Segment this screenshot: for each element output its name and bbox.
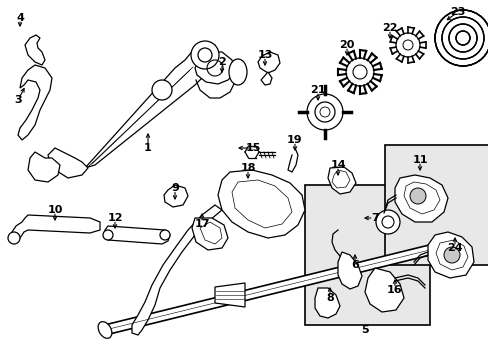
- Polygon shape: [314, 288, 339, 318]
- Text: 10: 10: [47, 205, 62, 215]
- Text: 8: 8: [325, 293, 333, 303]
- Text: 14: 14: [329, 160, 345, 170]
- Polygon shape: [427, 232, 473, 278]
- Polygon shape: [192, 218, 227, 250]
- Text: 13: 13: [257, 50, 272, 60]
- Polygon shape: [337, 252, 361, 289]
- Polygon shape: [403, 182, 439, 214]
- Text: 11: 11: [411, 155, 427, 165]
- Text: 4: 4: [16, 13, 24, 23]
- Text: 6: 6: [350, 260, 358, 270]
- Polygon shape: [327, 167, 355, 194]
- Circle shape: [409, 188, 425, 204]
- Text: 7: 7: [370, 213, 378, 223]
- Polygon shape: [435, 240, 467, 270]
- Polygon shape: [103, 240, 450, 335]
- Text: 23: 23: [449, 7, 465, 17]
- Text: 18: 18: [240, 163, 255, 173]
- Circle shape: [152, 80, 172, 100]
- Polygon shape: [215, 283, 244, 307]
- Polygon shape: [105, 226, 170, 244]
- Polygon shape: [331, 170, 349, 188]
- Circle shape: [395, 33, 419, 57]
- Polygon shape: [200, 222, 222, 244]
- Polygon shape: [163, 185, 187, 207]
- Polygon shape: [258, 52, 280, 73]
- Text: 20: 20: [339, 40, 354, 50]
- Polygon shape: [364, 268, 403, 312]
- Polygon shape: [48, 148, 88, 178]
- Text: 12: 12: [107, 213, 122, 223]
- Circle shape: [434, 10, 488, 66]
- Bar: [305, 185, 429, 325]
- Polygon shape: [28, 152, 60, 182]
- Text: 9: 9: [171, 183, 179, 193]
- Circle shape: [443, 247, 459, 263]
- Polygon shape: [132, 205, 222, 335]
- Ellipse shape: [98, 321, 112, 338]
- Text: 21: 21: [309, 85, 325, 95]
- Text: 15: 15: [245, 143, 260, 153]
- Circle shape: [160, 230, 170, 240]
- Circle shape: [375, 210, 399, 234]
- Text: 1: 1: [144, 143, 152, 153]
- Text: 19: 19: [286, 135, 302, 145]
- Polygon shape: [394, 175, 447, 222]
- Polygon shape: [231, 180, 291, 228]
- Bar: [384, 145, 488, 265]
- Text: 5: 5: [361, 325, 368, 335]
- Polygon shape: [78, 42, 218, 170]
- Ellipse shape: [228, 59, 246, 85]
- Text: 22: 22: [382, 23, 397, 33]
- Text: 17: 17: [194, 219, 209, 229]
- Polygon shape: [218, 170, 305, 238]
- Text: 24: 24: [446, 243, 462, 253]
- Circle shape: [191, 41, 219, 69]
- Polygon shape: [261, 72, 271, 85]
- Circle shape: [346, 58, 373, 86]
- Circle shape: [8, 232, 20, 244]
- Polygon shape: [18, 65, 52, 140]
- Circle shape: [306, 94, 342, 130]
- Circle shape: [103, 230, 113, 240]
- Polygon shape: [25, 35, 45, 65]
- Polygon shape: [12, 215, 100, 242]
- Text: 16: 16: [386, 285, 402, 295]
- Text: 2: 2: [218, 57, 225, 67]
- Polygon shape: [195, 52, 235, 84]
- Text: 3: 3: [14, 95, 22, 105]
